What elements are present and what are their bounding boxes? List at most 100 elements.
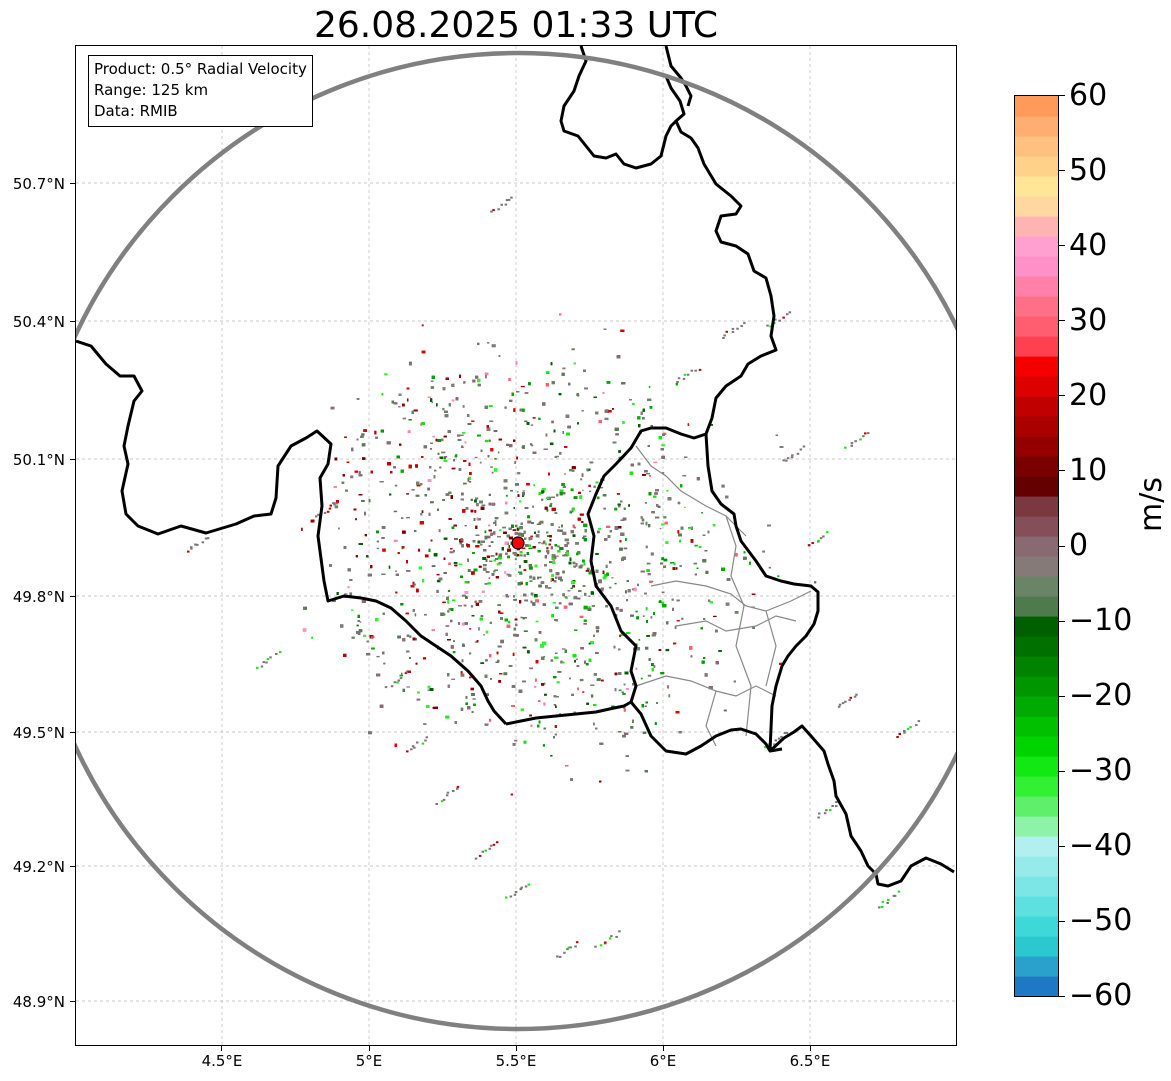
echo-pixel	[470, 605, 474, 608]
echo-pixel	[715, 629, 718, 633]
echo-pixel	[667, 685, 669, 689]
echo-pixel	[462, 405, 465, 408]
echo-pixel	[562, 431, 564, 434]
echo-pixel	[376, 547, 379, 550]
echo-pixel	[621, 691, 624, 693]
echo-pixel	[538, 542, 541, 544]
echo-pixel	[334, 457, 338, 461]
echo-pixel	[523, 554, 526, 557]
echo-pixel	[464, 525, 467, 527]
echo-pixel	[349, 592, 353, 596]
echo-pixel	[495, 552, 498, 556]
echo-pixel	[485, 630, 489, 634]
echo-pixel	[447, 430, 451, 433]
echo-pixel	[704, 673, 708, 677]
echo-pixel	[512, 743, 516, 746]
echo-pixel	[612, 408, 614, 410]
echo-pixel	[618, 689, 622, 692]
echo-pixel	[599, 486, 604, 489]
echo-pixel	[519, 408, 523, 412]
echo-pixel	[572, 524, 575, 528]
echo-pixel	[569, 677, 571, 680]
echo-pixel	[500, 639, 504, 644]
echo-pixel	[423, 723, 427, 725]
echo-pixel	[516, 555, 519, 557]
echo-pixel	[648, 658, 651, 661]
echo-pixel	[394, 484, 398, 487]
echo-pixel	[584, 529, 587, 533]
echo-pixel	[524, 392, 529, 394]
echo-pixel	[333, 486, 337, 488]
echo-pixel	[505, 501, 508, 505]
echo-pixel	[616, 493, 620, 495]
echo-pixel	[507, 555, 510, 559]
echo-pixel	[406, 650, 410, 653]
echo-pixel	[442, 387, 446, 391]
echo-pixel	[421, 510, 424, 513]
radar-map[interactable]	[75, 45, 957, 1046]
echo-pixel	[612, 441, 617, 444]
echo-pixel	[361, 500, 365, 502]
echo-pixel	[476, 518, 481, 521]
echo-pixel	[534, 531, 536, 534]
echo-pixel	[597, 496, 600, 499]
echo-pixel	[447, 684, 450, 688]
echo-pixel	[523, 569, 527, 571]
echo-pixel	[446, 596, 449, 600]
echo-pixel	[420, 483, 423, 486]
echo-pixel	[397, 552, 400, 554]
echo-pixel	[620, 519, 625, 521]
echo-pixel	[513, 507, 515, 509]
echo-pixel	[566, 550, 569, 553]
echo-pixel	[749, 561, 751, 565]
echo-pixel	[514, 739, 518, 742]
echo-pixel	[531, 444, 534, 447]
echo-pixel	[530, 535, 533, 538]
echo-pixel	[460, 707, 464, 711]
echo-pixel	[629, 471, 634, 475]
echo-pixel	[416, 484, 421, 487]
echo-pixel	[310, 519, 315, 523]
echo-pixel	[517, 582, 521, 586]
echo-pixel	[490, 532, 493, 536]
echo-pixel	[430, 442, 433, 444]
echo-pixel	[588, 642, 591, 645]
echo-pixel	[556, 493, 559, 497]
echo-pixel	[448, 562, 451, 565]
echo-pixel	[637, 583, 639, 586]
echo-pixel	[447, 610, 450, 613]
echo-pixel	[474, 499, 477, 503]
echo-pixel	[529, 580, 533, 582]
echo-pixel	[678, 533, 682, 537]
echo-pixel	[380, 429, 384, 433]
echo-pixel	[586, 702, 589, 705]
echo-pixel	[503, 479, 508, 483]
echo-pixel	[523, 560, 528, 563]
echo-pixel	[519, 565, 521, 569]
echo-pixel	[618, 505, 621, 508]
echo-pixel	[566, 432, 570, 436]
echo-pixel	[582, 585, 586, 587]
echo-pixel	[549, 535, 552, 538]
echo-pixel	[676, 599, 680, 602]
echo-pixel	[590, 641, 594, 645]
echo-pixel	[430, 539, 433, 542]
echo-pixel	[538, 521, 542, 525]
echo-pixel	[564, 538, 569, 542]
echo-pixel	[406, 560, 408, 564]
echo-pixel	[483, 634, 485, 636]
echo-pixel	[550, 546, 553, 550]
echo-pixel	[422, 657, 427, 660]
echo-pixel	[518, 532, 522, 536]
echo-pixel	[666, 621, 669, 625]
echo-pixel	[521, 547, 526, 549]
echo-pixel	[460, 575, 463, 578]
echo-pixel	[583, 538, 587, 542]
echo-pixel	[480, 662, 485, 664]
echo-pixel	[571, 348, 575, 351]
echo-pixel	[546, 547, 549, 550]
echo-pixel	[402, 530, 406, 534]
echo-pixel	[401, 672, 403, 675]
echo-pixel	[485, 374, 487, 379]
echo-pixel	[382, 612, 385, 615]
